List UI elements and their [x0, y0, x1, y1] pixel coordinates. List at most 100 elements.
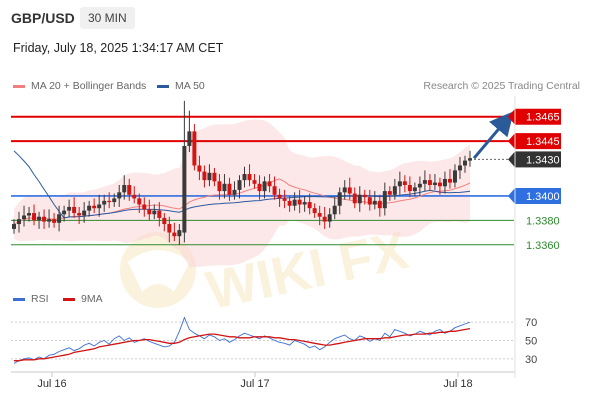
- candle: [107, 192, 112, 209]
- timeframe-badge[interactable]: 30 MIN: [80, 7, 135, 29]
- candle: [87, 200, 92, 217]
- candle-body: [457, 165, 462, 171]
- candle-body: [282, 198, 287, 201]
- candle-body: [87, 205, 92, 211]
- candle: [242, 166, 247, 188]
- candle-body: [452, 170, 457, 183]
- forecast-arrow-line: [472, 111, 514, 160]
- candle: [417, 176, 422, 196]
- candle-body: [247, 174, 252, 181]
- candle: [392, 178, 397, 200]
- candle: [12, 219, 16, 234]
- candle: [362, 189, 367, 205]
- level-label-pointer: [508, 108, 515, 125]
- candle: [132, 186, 137, 204]
- candle: [102, 194, 107, 212]
- legend-bollinger: MA 20 + Bollinger Bands: [13, 80, 146, 92]
- candle: [457, 156, 462, 179]
- level-label: 1.3400: [526, 191, 560, 203]
- candle: [232, 181, 237, 200]
- candle: [462, 155, 467, 173]
- candle: [412, 182, 417, 196]
- candle-body: [422, 180, 427, 184]
- candlesticks: [12, 100, 472, 245]
- candle-body: [352, 193, 357, 204]
- candle-body: [97, 204, 102, 209]
- candle-body: [387, 191, 392, 195]
- candle-body: [362, 194, 367, 198]
- candle: [437, 177, 442, 195]
- candle-body: [17, 219, 22, 225]
- candle-body: [107, 200, 112, 203]
- ma50-line: [13, 150, 471, 219]
- candle-body: [197, 165, 202, 172]
- candle-body: [62, 210, 67, 215]
- candle: [397, 171, 402, 195]
- candle: [122, 175, 127, 200]
- candle: [212, 167, 217, 187]
- level-label: 1.3380: [526, 215, 560, 227]
- rsi-line: [13, 316, 471, 364]
- candle: [372, 191, 377, 210]
- level-label-box: [515, 133, 561, 150]
- level-label-box: [515, 187, 561, 204]
- candle: [182, 100, 187, 243]
- candle-body: [212, 172, 217, 182]
- bollinger-bands: [14, 119, 470, 268]
- candle-body: [382, 191, 387, 209]
- candle: [142, 197, 147, 217]
- rsi-panel: 70 50 30: [11, 316, 537, 366]
- candle: [112, 193, 117, 207]
- candle-body: [297, 199, 302, 205]
- rsi-tick-label: 50: [525, 336, 537, 348]
- legend-ma50-label: MA 50: [175, 80, 205, 92]
- candle-body: [82, 210, 87, 216]
- candle: [302, 195, 307, 212]
- candle: [152, 204, 157, 220]
- candle-body: [292, 199, 297, 206]
- candle-body: [232, 189, 237, 195]
- candle: [202, 165, 207, 188]
- candle-body: [347, 187, 352, 194]
- ma9-swatch: [63, 297, 75, 301]
- candle: [468, 150, 472, 167]
- candle-body: [192, 131, 197, 166]
- candle-body: [412, 187, 417, 192]
- candle: [92, 198, 97, 214]
- chart-header: GBP/USD 30 MIN: [0, 0, 590, 36]
- candle: [322, 206, 327, 229]
- forecast-arrow: [472, 111, 514, 160]
- candle: [127, 178, 132, 201]
- candle-body: [287, 200, 292, 206]
- candle-body: [32, 213, 37, 221]
- candle-body: [37, 216, 42, 221]
- level-label-pointer: [508, 151, 515, 168]
- candle: [197, 155, 202, 181]
- candle-body: [222, 183, 227, 192]
- candle: [332, 197, 337, 220]
- candle: [387, 186, 392, 201]
- candle: [352, 187, 357, 209]
- candle-body: [227, 183, 232, 195]
- candle-body: [27, 213, 32, 216]
- candle-body: [462, 160, 467, 166]
- candle-body: [172, 232, 177, 237]
- legend-rsi-label: RSI: [31, 293, 49, 305]
- candle-body: [377, 200, 382, 209]
- candle-body: [337, 192, 342, 206]
- candle-body: [402, 181, 407, 186]
- candle: [307, 193, 312, 215]
- candle-body: [127, 185, 132, 195]
- chart-datetime: Friday, July 18, 2025 1:34:17 AM CET: [13, 41, 224, 55]
- candle: [147, 199, 152, 221]
- candle-body: [152, 210, 157, 215]
- candle-body: [112, 198, 117, 203]
- candle: [262, 176, 267, 199]
- level-labels: 1.3465 1.3445 1.3430 1.3400 1.3380 1.3360: [508, 108, 561, 252]
- candle-body: [468, 158, 472, 161]
- candle: [187, 110, 192, 153]
- rsi-tick-label: 70: [525, 317, 537, 329]
- candle: [257, 175, 262, 200]
- candle-body: [447, 178, 452, 183]
